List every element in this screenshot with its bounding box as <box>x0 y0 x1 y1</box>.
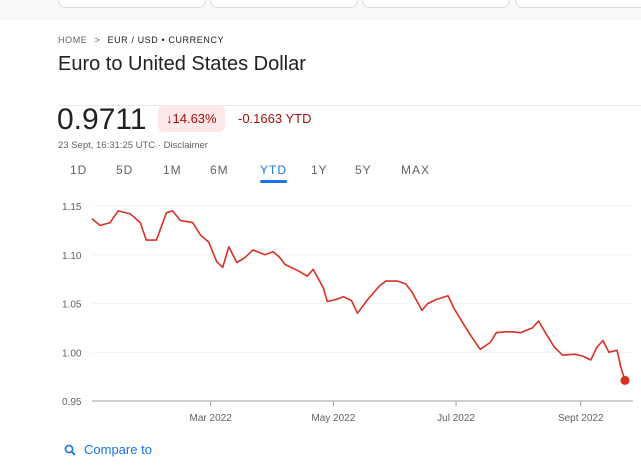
page-title: Euro to United States Dollar <box>58 53 306 75</box>
tab-5d[interactable]: 5D <box>116 163 134 177</box>
y-tick-label: 1.10 <box>62 251 82 262</box>
x-tick-label: Mar 2022 <box>190 413 233 424</box>
related-card[interactable] <box>210 0 358 8</box>
current-price: 0.9711 <box>57 103 147 136</box>
tab-max[interactable]: MAX <box>401 163 431 177</box>
change-absolute: -0.1663 YTD <box>238 111 312 126</box>
tab-1m[interactable]: 1M <box>163 163 182 177</box>
x-tick-label: Jul 2022 <box>437 413 475 424</box>
related-card[interactable] <box>515 0 641 8</box>
chevron-right-icon: > <box>94 35 101 45</box>
related-cards-strip <box>0 0 641 20</box>
price-chart[interactable]: #d93025" stop-opacity=".28"/>1.151.101.0… <box>0 190 641 425</box>
y-tick-label: 1.05 <box>62 300 82 311</box>
x-tick-label: Sept 2022 <box>558 413 604 424</box>
y-tick-label: 1.00 <box>62 348 82 359</box>
y-tick-label: 0.95 <box>62 397 82 408</box>
tab-1y[interactable]: 1Y <box>311 163 328 177</box>
tab-1d[interactable]: 1D <box>70 163 88 177</box>
compare-to-button[interactable]: Compare to <box>64 442 152 457</box>
tab-ytd[interactable]: YTD <box>260 163 287 183</box>
divider <box>58 105 641 106</box>
timestamp-text: 23 Sept, 16:31:25 UTC · <box>58 140 164 151</box>
change-percent-badge: ↓14.63% <box>158 105 225 132</box>
breadcrumb: HOME > EUR / USD • CURRENCY <box>58 35 224 45</box>
x-tick-label: May 2022 <box>311 413 355 424</box>
disclaimer-link[interactable]: Disclaimer <box>163 140 208 151</box>
tab-6m[interactable]: 6M <box>210 163 229 177</box>
price-area <box>92 211 625 401</box>
price-line <box>91 210 626 381</box>
compare-to-label: Compare to <box>84 442 152 457</box>
y-tick-label: 1.15 <box>62 202 82 213</box>
related-card[interactable] <box>362 0 510 8</box>
tab-5y[interactable]: 5Y <box>355 163 372 177</box>
timestamp: 23 Sept, 16:31:25 UTC · Disclaimer <box>58 140 208 151</box>
breadcrumb-current: EUR / USD • CURRENCY <box>107 35 225 45</box>
last-price-marker <box>620 375 630 385</box>
search-icon <box>64 444 76 456</box>
related-card[interactable] <box>58 0 206 8</box>
breadcrumb-home[interactable]: HOME <box>58 35 88 45</box>
